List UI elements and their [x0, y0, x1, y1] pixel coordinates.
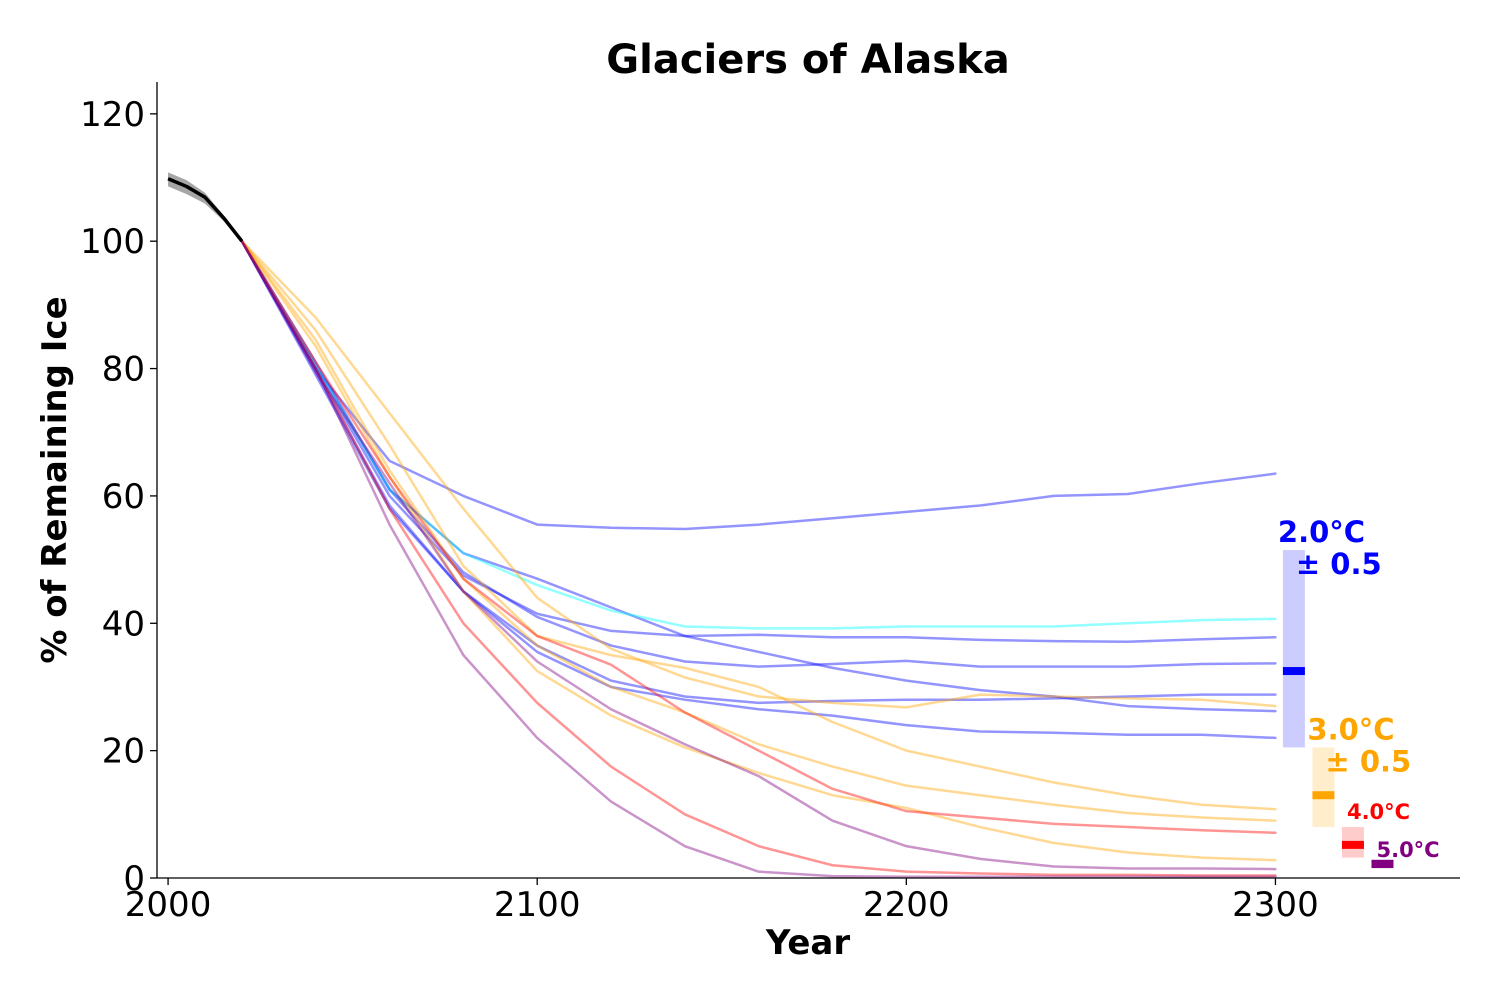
historical-band [168, 172, 242, 242]
y-axis-label: % of Remaining Ice [35, 296, 75, 663]
scenario-5-label: 5.0°C [1376, 838, 1439, 862]
series-line-2.0C-1 [240, 239, 1277, 713]
scenario-2-uncertainty: ± 0.5 [1296, 547, 1382, 581]
x-tick-label: 2300 [1232, 885, 1319, 925]
series-line-2.0C-2 [240, 239, 1277, 643]
x-tick-label: 2200 [863, 885, 950, 925]
series-line-3.0C-8 [240, 239, 1277, 811]
series-line-2.0C-3 [240, 239, 1277, 668]
x-tick-label: 2100 [494, 885, 581, 925]
scenario-3-range-bar [1312, 747, 1335, 828]
y-tick-label: 100 [80, 222, 145, 262]
series-line-5.0C-13 [240, 239, 1277, 871]
series-line-3.0C-7 [240, 239, 1277, 709]
x-tick-label: 2000 [125, 885, 212, 925]
series-line-3.0C-9 [240, 239, 1277, 822]
scenario-2-range-bar [1282, 550, 1305, 748]
y-tick-label: 120 [80, 95, 145, 135]
series-line-2.0C-5 [240, 239, 1277, 740]
plot-area: 2.0°C± 0.53.0°C± 0.54.0°C5.0°C [167, 172, 1440, 878]
scenario-4-median-marker [1341, 840, 1364, 849]
scenario-3-label: 3.0°C [1307, 712, 1394, 746]
y-tick-label: 20 [102, 732, 145, 772]
scenario-4-label: 4.0°C [1347, 800, 1410, 824]
series-line-4.0C-11 [240, 239, 1277, 835]
chart-title: Glaciers of Alaska [606, 37, 1009, 83]
y-tick-label: 0 [123, 859, 145, 899]
scenario-3-median-marker [1312, 791, 1335, 800]
series-line-5.0C-14 [240, 239, 1277, 878]
series-line-2.0C_alt-6 [240, 239, 1277, 630]
y-tick-label: 40 [102, 604, 145, 644]
x-axis-label: Year [765, 923, 851, 963]
series-line-4.0C-12 [240, 239, 1277, 877]
series-line-3.0C-10 [240, 239, 1277, 862]
axes: 0 20 40 60 80 100 120 2000 2100 2200 2300 [80, 82, 1460, 925]
scenario-5-median-marker [1371, 859, 1394, 868]
scenario-3-uncertainty: ± 0.5 [1325, 744, 1411, 778]
scenario-2-label: 2.0°C [1278, 515, 1365, 549]
scenario-2-median-marker [1282, 667, 1305, 676]
y-tick-label: 60 [102, 477, 145, 517]
y-tick-label: 80 [102, 350, 145, 390]
series-line-2.0C-4 [240, 239, 1277, 705]
series-line-2.0C-0 [240, 239, 1277, 531]
historical-line [167, 177, 244, 243]
